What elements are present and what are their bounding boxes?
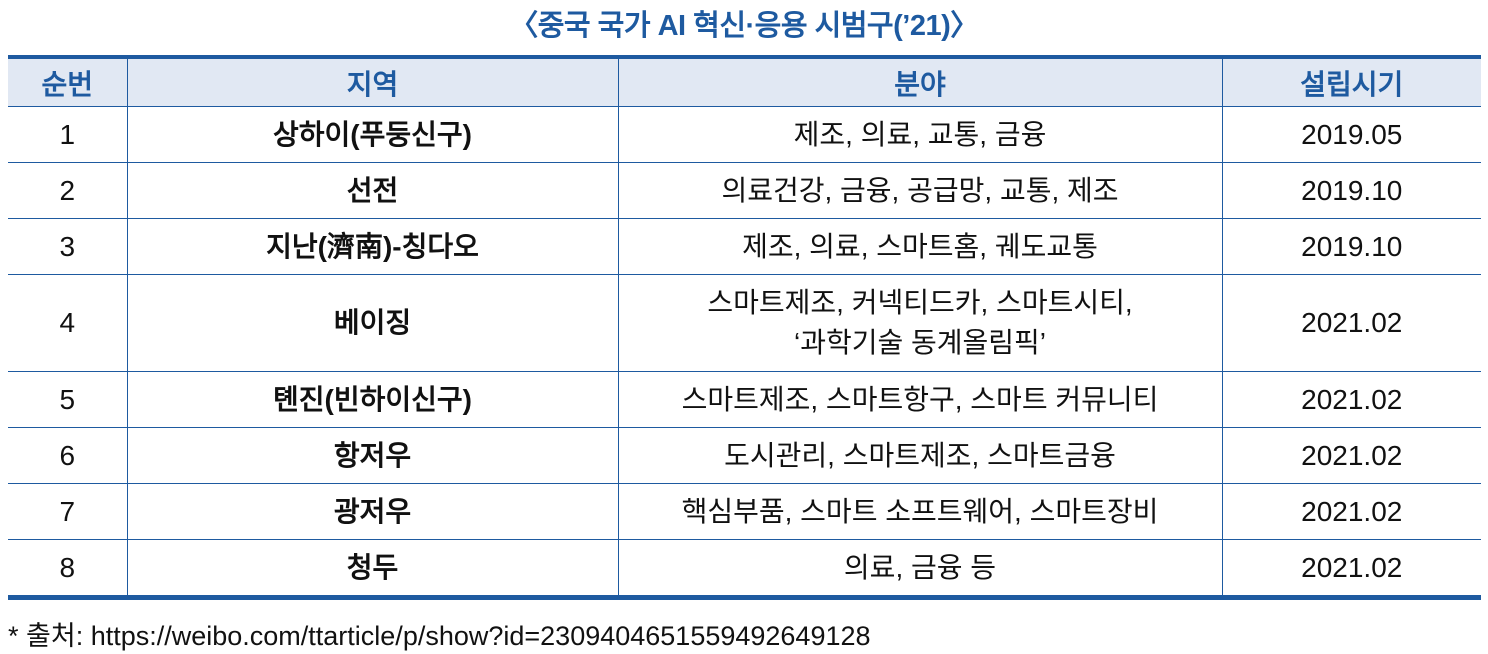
row-number: 8 [8,539,128,598]
row-number: 4 [8,274,128,372]
row-fields: 제조, 의료, 스마트홈, 궤도교통 [617,218,1223,275]
row-number: 3 [8,218,128,275]
table-row: 3 지난(濟南)-칭다오 제조, 의료, 스마트홈, 궤도교통 2019.10 [8,218,1481,275]
row-region: 광저우 [126,483,619,540]
row-number: 2 [8,162,128,219]
table-row: 6 항저우 도시관리, 스마트제조, 스마트금융 2021.02 [8,427,1481,484]
header-region: 지역 [126,57,619,107]
table-row: 4 베이징 스마트제조, 커넥티드카, 스마트시티, ‘과학기술 동계올림픽’ 2021… [8,274,1481,372]
row-region: 상하이(푸둥신구) [126,106,619,163]
row-number: 5 [8,371,128,428]
row-region: 지난(濟南)-칭다오 [126,218,619,275]
row-number: 6 [8,427,128,484]
row-region: 항저우 [126,427,619,484]
header-no: 순번 [8,57,128,107]
source-note: * 출처: https://weibo.com/ttarticle/p/show… [8,621,871,651]
field-line: 핵심부품, 스마트 소프트웨어, 스마트장비 [681,495,1159,527]
row-fields: 핵심부품, 스마트 소프트웨어, 스마트장비 [617,483,1223,540]
row-fields: 의료건강, 금융, 공급망, 교통, 제조 [617,162,1223,219]
row-fields: 도시관리, 스마트제조, 스마트금융 [617,427,1223,484]
row-date: 2021.02 [1221,483,1481,540]
field-line: 의료건강, 금융, 공급망, 교통, 제조 [721,174,1119,206]
table-row: 5 톈진(빈하이신구) 스마트제조, 스마트항구, 스마트 커뮤니티 2021.02 [8,371,1481,428]
row-region: 청두 [126,539,619,598]
table-row: 7 광저우 핵심부품, 스마트 소프트웨어, 스마트장비 2021.02 [8,483,1481,540]
row-date: 2019.10 [1221,162,1481,219]
row-fields: 스마트제조, 커넥티드카, 스마트시티, ‘과학기술 동계올림픽’ [617,274,1223,372]
table-row: 1 상하이(푸둥신구) 제조, 의료, 교통, 금융 2019.05 [8,106,1481,163]
pilot-zone-table: 순번 지역 분야 설립시기 1 상하이(푸둥신구) 제조, 의료, 교통, 금융 20… [8,55,1481,600]
row-date: 2019.05 [1221,106,1481,163]
field-line: 제조, 의료, 교통, 금융 [793,118,1047,150]
field-line: 스마트제조, 스마트항구, 스마트 커뮤니티 [681,383,1159,415]
row-date: 2021.02 [1221,427,1481,484]
row-date: 2021.02 [1221,274,1481,372]
row-region: 베이징 [126,274,619,372]
header-fields: 분야 [617,57,1223,107]
row-fields: 스마트제조, 스마트항구, 스마트 커뮤니티 [617,371,1223,428]
row-fields: 의료, 금융 등 [617,539,1223,598]
field-line: 의료, 금융 등 [843,551,997,583]
table-row: 8 청두 의료, 금융 등 2021.02 [8,539,1481,598]
row-region: 선전 [126,162,619,219]
table-row: 2 선전 의료건강, 금융, 공급망, 교통, 제조 2019.10 [8,162,1481,219]
row-date: 2019.10 [1221,218,1481,275]
row-date: 2021.02 [1221,371,1481,428]
field-line: 스마트제조, 커넥티드카, 스마트시티, [707,287,1133,318]
row-number: 1 [8,106,128,163]
row-number: 7 [8,483,128,540]
table-title: 〈중국 국가 AI 혁신·응용 시범구(’21)〉 [509,10,979,42]
row-fields: 제조, 의료, 교통, 금융 [617,106,1223,163]
field-line: ‘과학기술 동계올림픽’ [793,327,1047,358]
row-date: 2021.02 [1221,539,1481,598]
row-region: 톈진(빈하이신구) [126,371,619,428]
field-line: 도시관리, 스마트제조, 스마트금융 [724,439,1116,471]
header-date: 설립시기 [1221,57,1481,107]
field-line: 제조, 의료, 스마트홈, 궤도교통 [742,230,1098,262]
table-header-row: 순번 지역 분야 설립시기 [8,57,1481,107]
